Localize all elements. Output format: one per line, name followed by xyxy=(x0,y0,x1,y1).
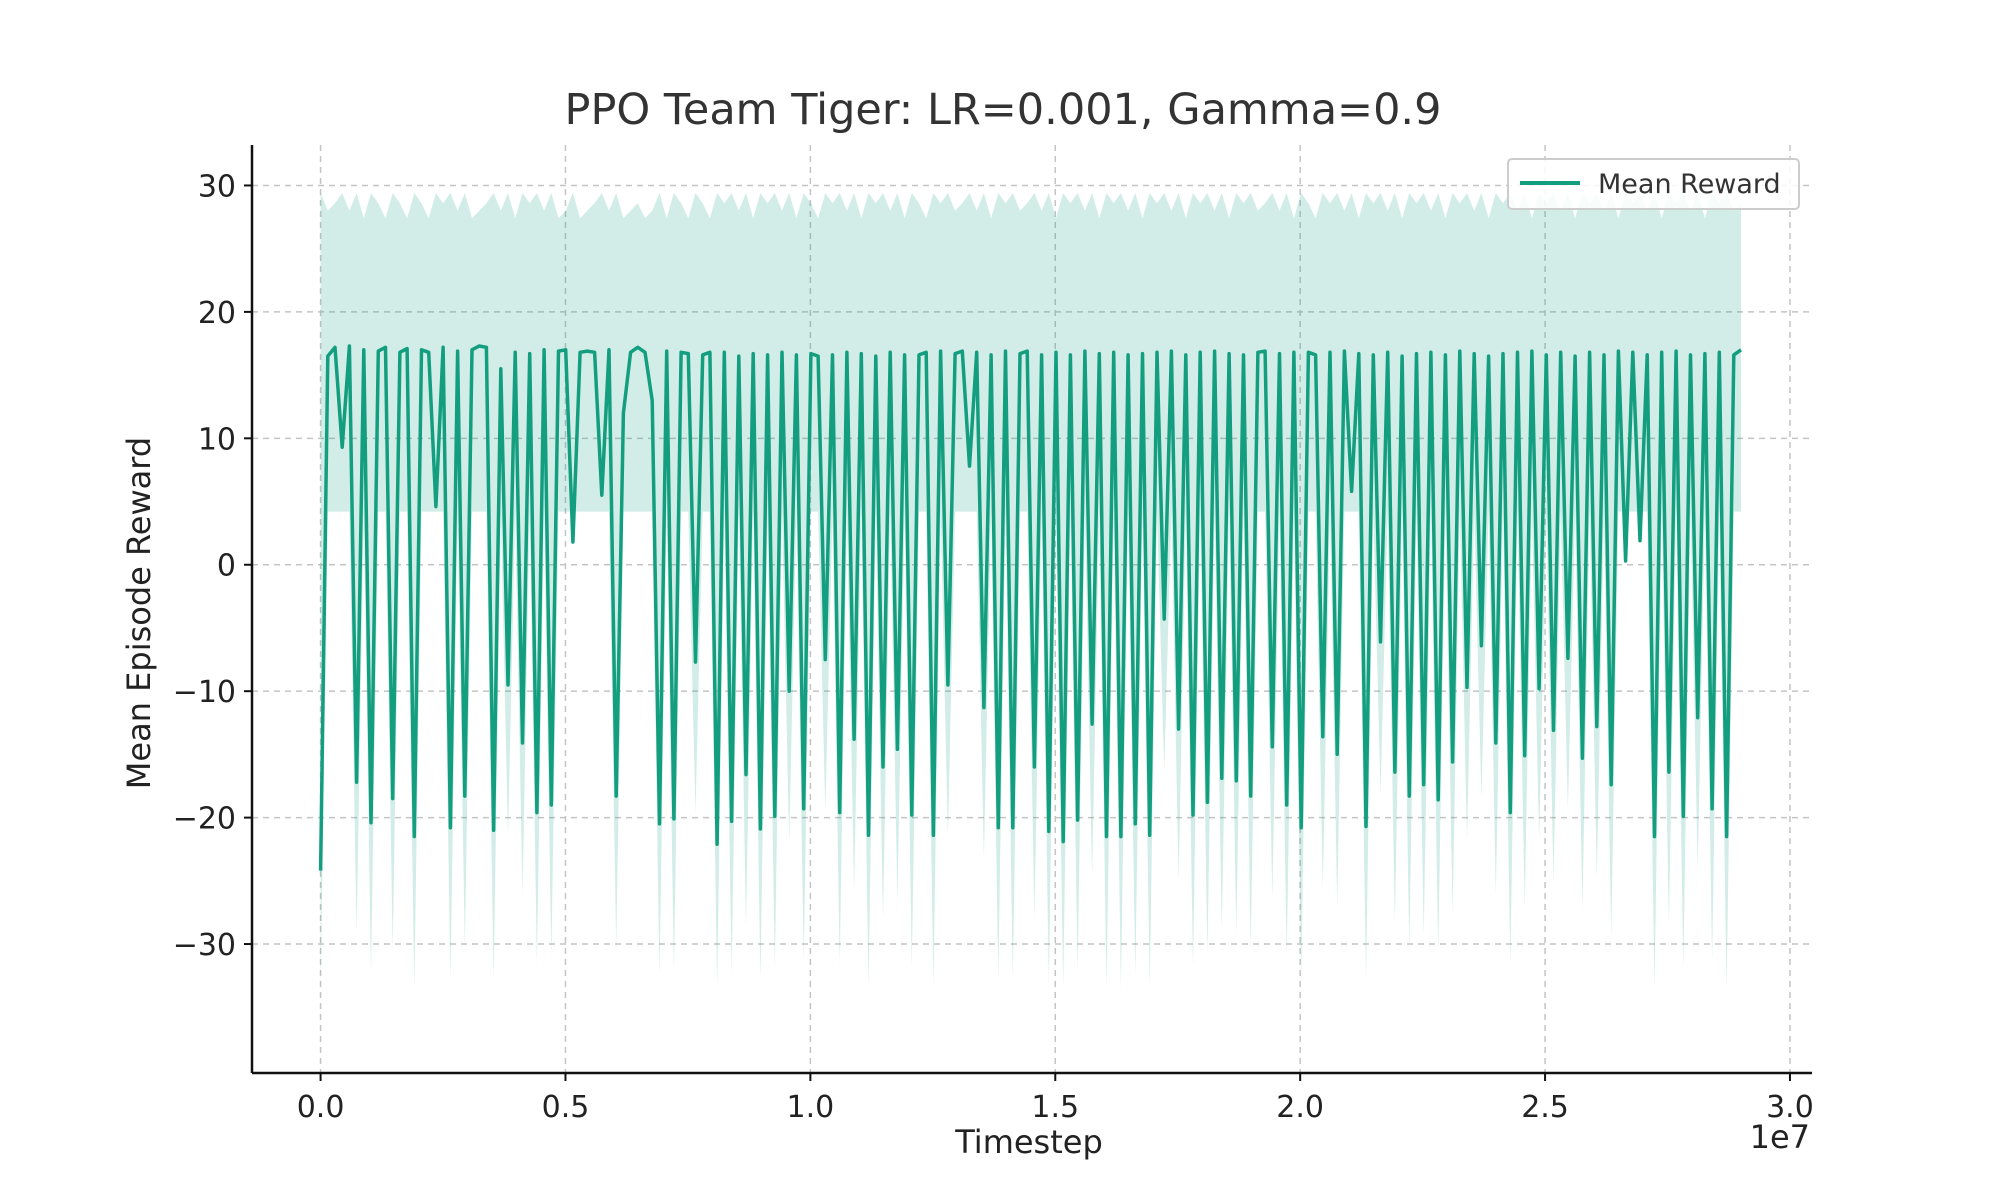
y-tick-label: 30 xyxy=(198,169,236,204)
mean-reward-line xyxy=(318,344,1743,871)
y-tick-label: −20 xyxy=(173,802,236,837)
y-tick-label: 0 xyxy=(217,549,236,584)
chart-title: PPO Team Tiger: LR=0.001, Gamma=0.9 xyxy=(565,85,1442,135)
x-axis-label: Timestep xyxy=(954,1123,1103,1161)
y-axis-label: Mean Episode Reward xyxy=(120,437,158,789)
legend-box xyxy=(1507,158,1800,210)
x-axis-offset-label: 1e7 xyxy=(1750,1118,1810,1156)
x-tick-label: 1.0 xyxy=(787,1090,835,1125)
series-lines xyxy=(318,344,1743,871)
x-tick-label: 2.0 xyxy=(1276,1090,1324,1125)
x-tick-label: 0.5 xyxy=(542,1090,590,1125)
y-tick-label: −30 xyxy=(173,928,236,963)
y-tick-label: 20 xyxy=(198,296,236,331)
x-tick-label: 2.5 xyxy=(1521,1090,1569,1125)
x-tick-label: 1.5 xyxy=(1031,1090,1079,1125)
tick-labels: 0.0 0.5 1.0 1.5 2.0 2.5 3.0 30 20 10 0 −10 −20 −30 xyxy=(173,169,1814,1125)
axes xyxy=(244,145,1812,1081)
y-tick-label: −10 xyxy=(173,675,236,710)
legend: Mean Reward xyxy=(1507,158,1800,210)
y-tick-label: 10 xyxy=(198,422,236,457)
legend-label-mean-reward: Mean Reward xyxy=(1598,169,1781,200)
x-tick-label: 3.0 xyxy=(1766,1090,1814,1125)
x-tick-label: 0.0 xyxy=(297,1090,345,1125)
